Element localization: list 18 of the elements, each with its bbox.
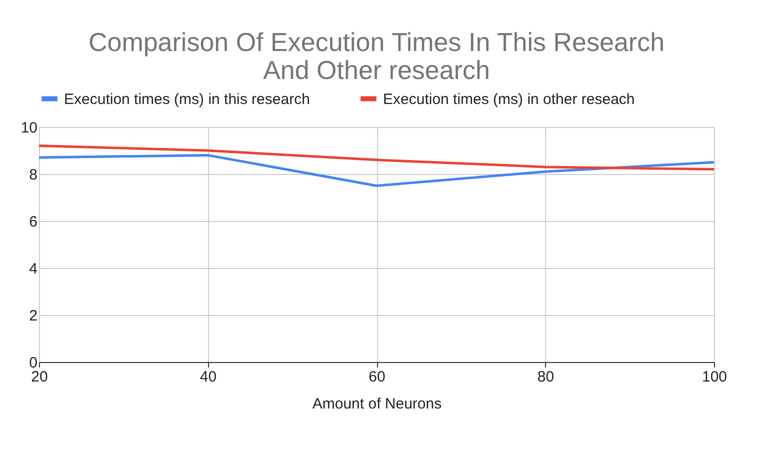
text: And Other research bbox=[263, 55, 490, 85]
x-tick-label: 40 bbox=[200, 368, 217, 386]
x-tick-label: 20 bbox=[31, 368, 48, 386]
text: Comparison Of Execution Times In This Research bbox=[88, 27, 665, 57]
x-tick-label: 100 bbox=[702, 368, 728, 386]
y-tick-label: 0 bbox=[29, 354, 38, 372]
x-tick-label: 60 bbox=[368, 368, 386, 386]
y-tick-label: 6 bbox=[29, 214, 38, 230]
x-axis-title: Amount of Neurons bbox=[312, 396, 442, 412]
x-tick-label: 80 bbox=[537, 368, 554, 386]
line-series bbox=[38, 144, 716, 171]
legend-label: Execution times (ms) in other reseach bbox=[383, 90, 635, 108]
legend-label: Execution times (ms) in this research bbox=[64, 90, 310, 108]
y-tick-label: 8 bbox=[29, 166, 38, 184]
y-tick-label: 10 bbox=[20, 120, 38, 136]
line-series bbox=[38, 154, 716, 187]
y-tick-label: 2 bbox=[29, 308, 38, 324]
y-tick-label: 4 bbox=[29, 260, 38, 278]
